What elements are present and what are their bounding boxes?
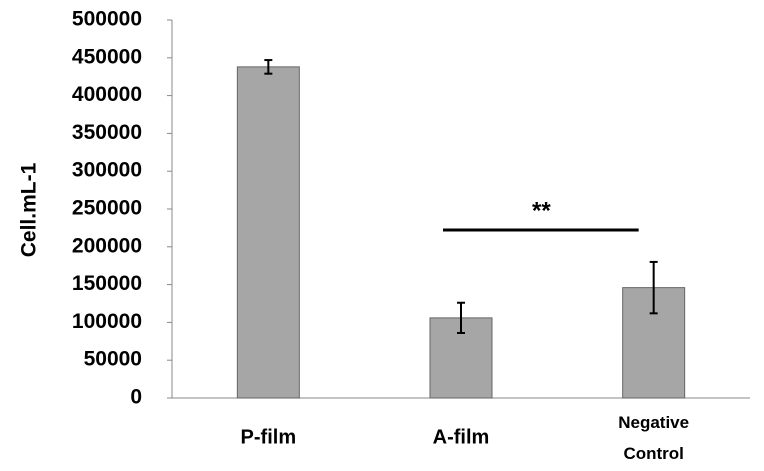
y-axis-label: Cell.mL-1 [18,162,41,257]
bar [236,66,300,399]
error-bar [457,301,465,334]
error-bar [649,260,658,315]
y-tick-label: 450000 [72,45,142,68]
y-tick-label: 150000 [72,272,142,295]
y-tick-label: 350000 [72,121,142,144]
y-tick-label: 50000 [84,348,142,371]
x-tick-label: P-film [241,426,297,448]
y-tick-label: 200000 [72,234,142,257]
y-tick-label: 300000 [72,159,142,182]
y-tick-label: 500000 [72,8,142,31]
y-tick-label: 100000 [72,310,142,333]
error-bar [264,59,273,75]
y-tick-label: 250000 [72,197,142,220]
x-tick-label: Negative Control [618,413,689,463]
x-tick-label: A-film [433,426,490,448]
bar [429,317,493,399]
y-tick-label: 400000 [72,83,142,106]
y-tick-label: 0 [130,386,142,409]
significance-label: ** [532,197,551,224]
